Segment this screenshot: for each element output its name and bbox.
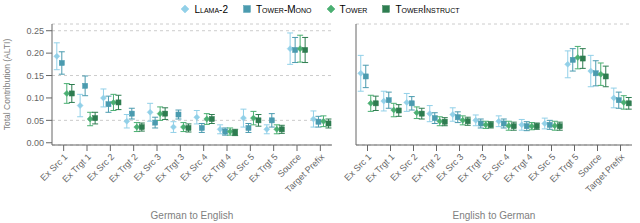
svg-text:German to English: German to English	[151, 210, 234, 221]
svg-text:0.05: 0.05	[26, 116, 44, 126]
svg-text:Ex Trgt 5: Ex Trgt 5	[247, 152, 280, 185]
svg-text:0.00: 0.00	[26, 138, 44, 148]
html-text:TowerInstruct: TowerInstruct	[395, 3, 460, 15]
svg-text:Ex Trgt 5: Ex Trgt 5	[548, 152, 581, 185]
svg-text:0.25: 0.25	[26, 26, 44, 36]
svg-text:0.15: 0.15	[26, 71, 44, 81]
svg-text:Ex Trgt 4: Ex Trgt 4	[501, 151, 535, 185]
svg-text:Ex Src 5: Ex Src 5	[225, 151, 257, 183]
svg-text:Ex Trgt 1: Ex Trgt 1	[60, 151, 93, 185]
svg-text:Ex Src 2: Ex Src 2	[85, 151, 117, 183]
svg-text:Ex Trgt 3: Ex Trgt 3	[455, 151, 489, 185]
svg-text:Target Prefix: Target Prefix	[584, 152, 627, 195]
svg-text:0.20: 0.20	[26, 48, 44, 58]
svg-text:Ex Trgt 1: Ex Trgt 1	[363, 151, 397, 185]
html-text:Tower: Tower	[339, 3, 368, 15]
svg-text:Source: Source	[275, 151, 303, 180]
svg-text:Ex Src 3: Ex Src 3	[434, 151, 466, 183]
svg-text:English to German: English to German	[453, 210, 536, 221]
svg-text:Source: Source	[576, 151, 604, 180]
svg-text:Ex Src 4: Ex Src 4	[480, 151, 512, 183]
svg-text:Ex Src 5: Ex Src 5	[526, 151, 558, 183]
svg-text:Ex Trgt 2: Ex Trgt 2	[409, 151, 443, 185]
svg-text:Ex Src 1: Ex Src 1	[342, 151, 374, 183]
html-text:Llama-2: Llama-2	[194, 3, 228, 15]
svg-text:Ex Src 3: Ex Src 3	[131, 151, 163, 183]
html-text:Tower-Mono: Tower-Mono	[256, 3, 312, 15]
svg-text:Ex Trgt 2: Ex Trgt 2	[107, 151, 140, 185]
svg-text:Ex Trgt 3: Ex Trgt 3	[153, 151, 187, 185]
svg-text:Ex Src 4: Ex Src 4	[178, 151, 210, 183]
svg-text:Target Prefix: Target Prefix	[283, 152, 326, 195]
svg-text:Ex Src 1: Ex Src 1	[38, 151, 70, 183]
svg-text:Total Contribution (ALTI): Total Contribution (ALTI)	[8, 39, 12, 131]
svg-text:0.10: 0.10	[26, 93, 44, 103]
svg-text:Ex Trgt 4: Ex Trgt 4	[200, 151, 233, 185]
svg-text:Ex Src 2: Ex Src 2	[388, 151, 420, 183]
